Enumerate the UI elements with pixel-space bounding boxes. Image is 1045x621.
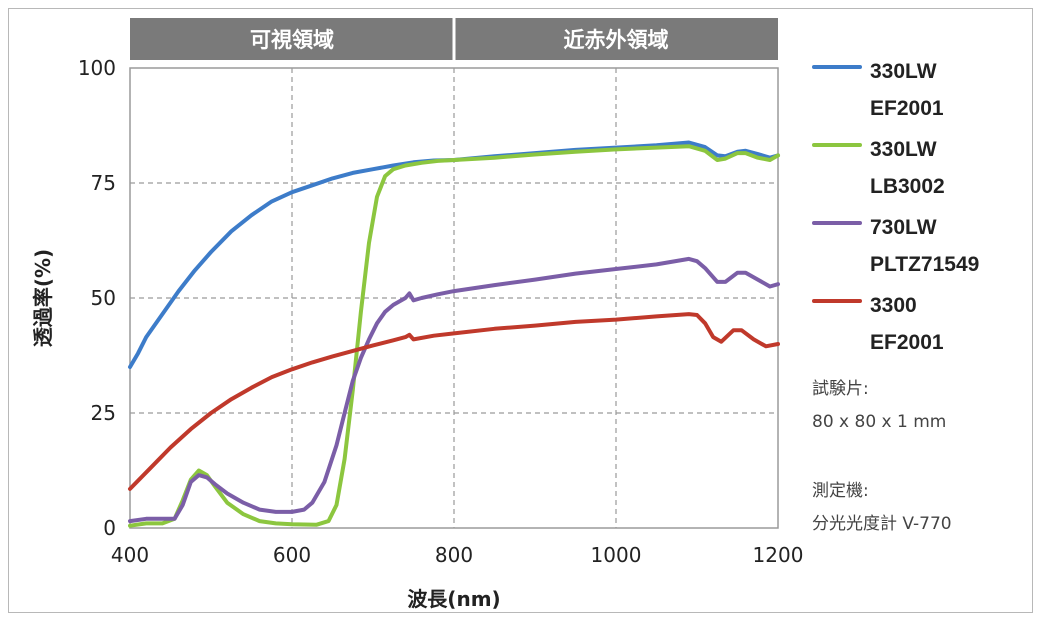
region-label-1: 近赤外領域 <box>564 28 669 52</box>
y-tick-label: 50 <box>91 286 116 310</box>
legend-label: 730LW <box>870 216 937 239</box>
specimen-label: 試験片: <box>812 379 869 399</box>
x-tick-label: 600 <box>273 543 311 567</box>
legend-swatch <box>812 143 862 147</box>
series-line-1 <box>128 144 780 528</box>
chart-frame <box>8 8 1033 613</box>
y-tick-label: 100 <box>78 56 116 80</box>
specimen-value: 80 x 80 x 1 mm <box>812 412 947 432</box>
x-tick-label: 1000 <box>591 543 642 567</box>
y-tick-label: 25 <box>91 401 116 425</box>
series-line-0 <box>128 140 780 369</box>
x-tick-label: 400 <box>111 543 149 567</box>
y-tick-label: 0 <box>103 516 116 540</box>
legend-swatch <box>812 299 862 303</box>
legend-swatch <box>812 65 862 69</box>
plot-border <box>129 67 779 529</box>
legend-sublabel: PLTZ71549 <box>870 253 980 276</box>
instrument-value: 分光光度計 V-770 <box>812 514 952 534</box>
region-bar-0 <box>130 18 453 60</box>
region-header: 可視領域 近赤外領域 <box>130 18 778 60</box>
legend-swatch <box>812 221 862 225</box>
legend-sublabel: LB3002 <box>870 175 945 198</box>
region-label-0: 可視領域 <box>250 28 334 52</box>
x-tick-label: 800 <box>435 543 473 567</box>
x-axis-label: 波長(nm) <box>407 587 500 611</box>
instrument-label: 測定機: <box>812 481 869 501</box>
y-axis-label: 透過率(%) <box>31 249 55 347</box>
grid-lines <box>130 68 778 528</box>
legend-label: 3300 <box>870 294 917 317</box>
x-tick-labels: 400 600 800 1000 1200 <box>111 543 804 567</box>
legend-label: 330LW <box>870 60 937 83</box>
y-tick-labels: 0 25 50 75 100 <box>78 56 116 540</box>
legend-sublabel: EF2001 <box>870 97 944 120</box>
legend-label: 330LW <box>870 138 937 161</box>
x-tick-label: 1200 <box>753 543 804 567</box>
series-lines <box>128 140 780 528</box>
region-bar-1 <box>455 18 778 60</box>
y-tick-label: 75 <box>91 171 116 195</box>
legend-sublabel: EF2001 <box>870 331 944 354</box>
series-line-2 <box>128 256 780 524</box>
series-line-3 <box>128 312 780 491</box>
